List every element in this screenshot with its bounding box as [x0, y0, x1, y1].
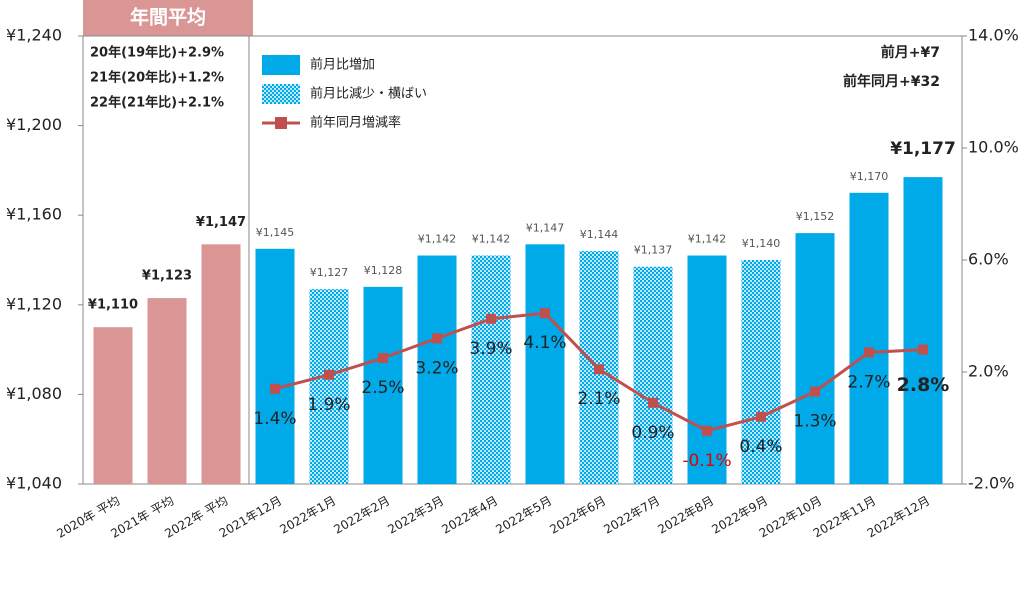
bar-value-label: ¥1,128 [364, 264, 403, 277]
line-marker [594, 364, 604, 375]
bar [741, 260, 781, 484]
bar [633, 266, 673, 484]
line-value-label: 1.4% [253, 409, 296, 429]
bar [255, 248, 295, 484]
legend-swatch [262, 55, 300, 75]
line-value-label: 0.4% [739, 437, 782, 457]
bar [903, 177, 943, 484]
line-value-label: 1.9% [307, 395, 350, 415]
annotation: 20年(19年比)+2.9% [90, 45, 224, 61]
line-marker [864, 347, 874, 358]
line-marker [324, 369, 334, 380]
bar [471, 255, 511, 484]
bar [795, 233, 835, 484]
annotation: 前年同月+¥32 [843, 73, 940, 90]
x-tick-label: 2022年6月 [547, 494, 608, 537]
bar-value-label: ¥1,144 [580, 228, 619, 241]
bar-value-label: ¥1,110 [88, 298, 138, 313]
line-marker [270, 383, 280, 394]
bar-value-label: ¥1,142 [688, 233, 727, 246]
bar-value-label: ¥1,142 [472, 233, 511, 246]
bar-value-label: ¥1,140 [742, 237, 781, 250]
bar-value-label: ¥1,152 [796, 210, 835, 223]
bar [417, 255, 457, 484]
bar-value-label: ¥1,137 [634, 244, 673, 257]
x-tick-label: 2022年2月 [331, 494, 392, 537]
annotation: 前月+¥7 [881, 44, 940, 61]
y-tick-label: ¥1,240 [6, 26, 62, 45]
line-value-label: 3.9% [469, 339, 512, 359]
x-tick-label: 2022年7月 [601, 494, 662, 537]
bar [309, 289, 349, 484]
line-value-label: 0.9% [631, 423, 674, 443]
line-marker [540, 308, 550, 319]
y-tick-label: ¥1,160 [6, 205, 62, 224]
bar-value-label: ¥1,170 [850, 170, 889, 183]
line-marker [810, 386, 820, 397]
x-tick-label: 2022年1月 [277, 494, 338, 537]
line-marker [378, 353, 388, 363]
x-tick-label: 2022年8月 [655, 494, 716, 537]
bar [363, 286, 403, 484]
y-tick-label: ¥1,120 [6, 294, 62, 313]
bar-value-label: ¥1,142 [418, 233, 457, 246]
y2-tick-label: 10.0% [968, 138, 1019, 157]
bar-value-label: ¥1,147 [196, 215, 246, 230]
line-value-label: 1.3% [793, 412, 836, 432]
legend-label: 前月比減少・横ばい [310, 86, 427, 102]
y2-tick-label: 6.0% [968, 250, 1009, 269]
bar [849, 192, 889, 485]
annotation: 21年(20年比)+1.2% [90, 70, 224, 86]
line-value-label: 2.7% [847, 372, 890, 392]
y-tick-label: ¥1,200 [6, 115, 62, 134]
line-marker [918, 344, 928, 355]
line-value-label: 3.2% [415, 358, 458, 378]
legend-label: 前月比増加 [310, 57, 375, 73]
y-tick-label: ¥1,080 [6, 384, 62, 403]
bar [201, 244, 241, 484]
bar [147, 298, 187, 484]
line-marker [648, 397, 658, 408]
title-box [83, 0, 253, 36]
x-tick-label: 2022年3月 [385, 494, 446, 537]
y2-tick-label: -2.0% [968, 474, 1014, 493]
line-value-label: 2.5% [361, 378, 404, 398]
y-tick-label: ¥1,040 [6, 474, 62, 493]
line-value-label: -0.1% [682, 451, 731, 471]
bar [525, 244, 565, 484]
bar-value-label: ¥1,127 [310, 266, 349, 279]
annotation: 22年(21年比)+2.1% [90, 95, 224, 111]
line-marker [432, 333, 442, 344]
line-value-label: 4.1% [523, 333, 566, 353]
legend-swatch [275, 117, 287, 129]
line-value-label: 2.1% [577, 389, 620, 409]
line-marker [756, 411, 766, 422]
line-value-label: 2.8% [897, 374, 950, 396]
legend-label: 前年同月増減率 [310, 115, 401, 131]
x-tick-label: 2022年5月 [493, 494, 554, 537]
bar-value-label: ¥1,177 [890, 139, 956, 159]
y2-tick-label: 14.0% [968, 26, 1019, 45]
line-marker [702, 425, 712, 436]
chart-title: 年間平均 [130, 6, 206, 29]
x-tick-label: 2022年4月 [439, 494, 500, 537]
bar [93, 327, 133, 484]
bar-value-label: ¥1,147 [526, 221, 565, 234]
line-marker [486, 313, 496, 324]
bar-value-label: ¥1,123 [142, 269, 192, 284]
legend-swatch [262, 84, 300, 104]
bar-value-label: ¥1,145 [256, 226, 295, 239]
y2-tick-label: 2.0% [968, 362, 1009, 381]
bar [687, 255, 727, 484]
